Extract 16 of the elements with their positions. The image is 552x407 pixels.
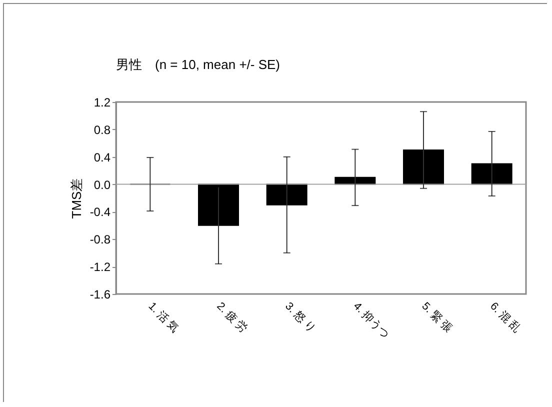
y-tick-label: -1.2: [90, 260, 111, 274]
x-tick-label: 4. 抑うつ: [350, 300, 392, 341]
y-tick-label: -1.6: [90, 288, 111, 302]
y-tick-label: 0.4: [94, 150, 111, 164]
y-tick-label: -0.8: [90, 232, 111, 247]
chart-title: 男性 (n = 10, mean +/- SE): [116, 57, 280, 72]
x-tick-label: 1. 活 気: [146, 300, 181, 336]
y-tick-label: -0.4: [90, 205, 111, 220]
y-tick-label: 1.2: [94, 96, 111, 110]
x-tick-label: 6. 混 乱: [488, 300, 522, 336]
x-tick-label: 3. 怒 り: [282, 300, 318, 336]
x-tick-label: 2. 疲 労: [214, 300, 250, 336]
y-tick-label: 0.8: [94, 122, 111, 137]
x-tick-label: 5. 緊 張: [419, 300, 454, 336]
y-tick-label: 0.0: [94, 178, 111, 192]
y-axis-title: TMS差: [68, 178, 84, 219]
